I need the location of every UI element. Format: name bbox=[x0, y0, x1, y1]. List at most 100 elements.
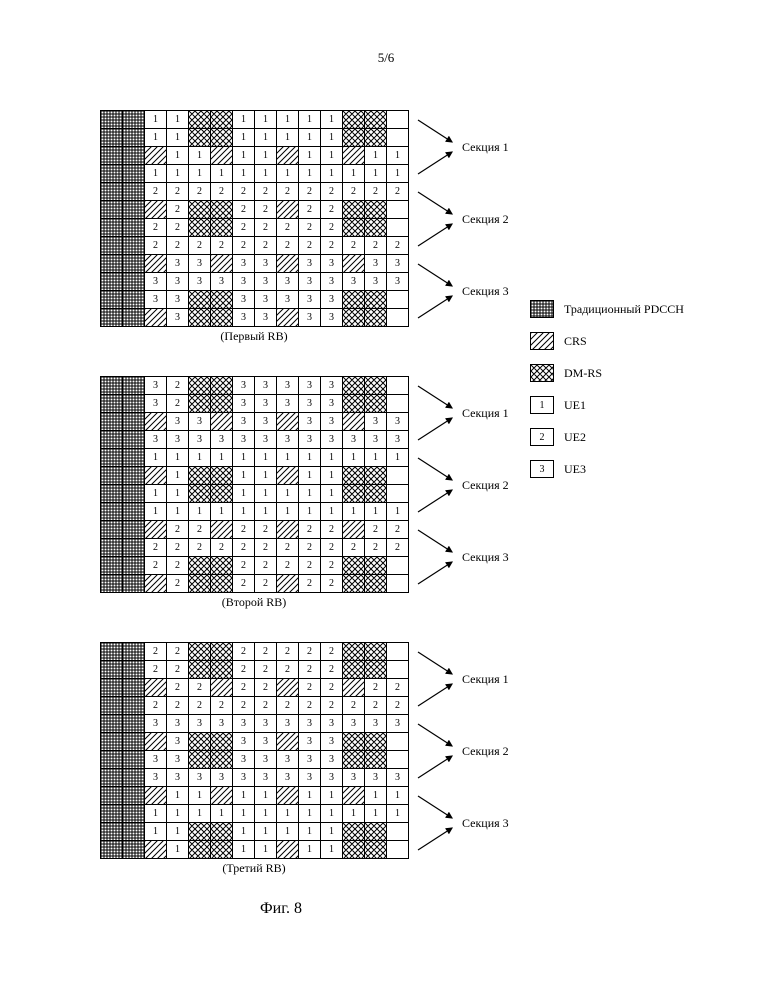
cell: 2 bbox=[188, 538, 210, 556]
cell: 3 bbox=[188, 714, 210, 732]
resource-grid: 1111111111111111111111111111111111222222… bbox=[100, 110, 409, 327]
cell: 2 bbox=[298, 218, 320, 236]
cell bbox=[210, 484, 232, 502]
cell: 1 bbox=[232, 448, 254, 466]
cell: 3 bbox=[254, 254, 276, 272]
cell: 1 bbox=[298, 466, 320, 484]
cell: 1 bbox=[254, 110, 276, 128]
cell: 1 bbox=[188, 164, 210, 182]
cell: 1 bbox=[232, 146, 254, 164]
cell bbox=[342, 394, 364, 412]
cell bbox=[342, 822, 364, 840]
arrow-icon bbox=[416, 450, 460, 520]
cell: 1 bbox=[320, 128, 342, 146]
cell: 2 bbox=[364, 520, 386, 538]
resource-block: 1111111111111111111111111111111111222222… bbox=[100, 110, 409, 344]
cell bbox=[386, 128, 408, 146]
cell: 3 bbox=[254, 394, 276, 412]
cell: 1 bbox=[298, 840, 320, 858]
cell bbox=[100, 502, 122, 520]
cell bbox=[210, 466, 232, 484]
cell: 3 bbox=[342, 768, 364, 786]
cell bbox=[342, 308, 364, 326]
cell bbox=[100, 484, 122, 502]
cell bbox=[122, 236, 144, 254]
cell bbox=[210, 412, 232, 430]
cell: 3 bbox=[232, 254, 254, 272]
cell bbox=[188, 200, 210, 218]
cell: 3 bbox=[254, 750, 276, 768]
cell: 3 bbox=[166, 732, 188, 750]
cell bbox=[342, 642, 364, 660]
cell bbox=[342, 290, 364, 308]
cell bbox=[144, 412, 166, 430]
cell: 3 bbox=[144, 768, 166, 786]
cell: 2 bbox=[276, 556, 298, 574]
cell: 2 bbox=[254, 236, 276, 254]
cell bbox=[342, 412, 364, 430]
figure-caption: Фиг. 8 bbox=[260, 900, 302, 918]
cell: 1 bbox=[166, 804, 188, 822]
cell: 3 bbox=[364, 254, 386, 272]
cell: 1 bbox=[276, 128, 298, 146]
cell: 3 bbox=[320, 768, 342, 786]
cell: 2 bbox=[144, 538, 166, 556]
cell bbox=[100, 376, 122, 394]
cell bbox=[122, 678, 144, 696]
cell: 2 bbox=[166, 642, 188, 660]
cell: 3 bbox=[386, 714, 408, 732]
cell bbox=[188, 218, 210, 236]
cell bbox=[188, 822, 210, 840]
cell: 3 bbox=[188, 430, 210, 448]
cell: 1 bbox=[386, 146, 408, 164]
cell bbox=[342, 200, 364, 218]
cell: 3 bbox=[144, 394, 166, 412]
cell: 2 bbox=[276, 538, 298, 556]
cell: 1 bbox=[144, 128, 166, 146]
cell: 1 bbox=[298, 804, 320, 822]
cell: 2 bbox=[254, 182, 276, 200]
cell: 3 bbox=[320, 254, 342, 272]
cell: 2 bbox=[232, 200, 254, 218]
cell: 2 bbox=[144, 660, 166, 678]
cell bbox=[210, 786, 232, 804]
cell: 1 bbox=[232, 822, 254, 840]
cell bbox=[144, 254, 166, 272]
cell: 1 bbox=[210, 448, 232, 466]
cell: 3 bbox=[144, 750, 166, 768]
cell bbox=[122, 128, 144, 146]
cell: 1 bbox=[166, 448, 188, 466]
cell: 3 bbox=[166, 272, 188, 290]
cell: 1 bbox=[254, 146, 276, 164]
cell: 3 bbox=[232, 732, 254, 750]
cell: 2 bbox=[232, 574, 254, 592]
legend-label: UE1 bbox=[564, 398, 586, 413]
cell: 2 bbox=[320, 218, 342, 236]
legend-row: 2UE2 bbox=[530, 428, 684, 446]
cell: 2 bbox=[276, 642, 298, 660]
legend-swatch: 2 bbox=[530, 428, 554, 446]
cell bbox=[276, 146, 298, 164]
cell bbox=[122, 768, 144, 786]
arrow-icon bbox=[416, 788, 460, 858]
cell: 2 bbox=[188, 520, 210, 538]
cell bbox=[144, 146, 166, 164]
section-label: Секция 2 bbox=[462, 212, 509, 227]
cell bbox=[100, 110, 122, 128]
cell bbox=[188, 840, 210, 858]
cell: 3 bbox=[364, 412, 386, 430]
legend: Традиционный PDCCHCRSDM-RS1UE12UE23UE3 bbox=[530, 300, 684, 492]
cell bbox=[122, 110, 144, 128]
cell: 1 bbox=[386, 502, 408, 520]
cell: 3 bbox=[276, 272, 298, 290]
cell bbox=[210, 660, 232, 678]
cell: 2 bbox=[254, 218, 276, 236]
cell bbox=[100, 750, 122, 768]
cell bbox=[386, 308, 408, 326]
cell: 1 bbox=[144, 822, 166, 840]
cell: 3 bbox=[232, 750, 254, 768]
cell: 1 bbox=[320, 822, 342, 840]
cell bbox=[210, 110, 232, 128]
cell bbox=[100, 840, 122, 858]
cell: 3 bbox=[210, 272, 232, 290]
